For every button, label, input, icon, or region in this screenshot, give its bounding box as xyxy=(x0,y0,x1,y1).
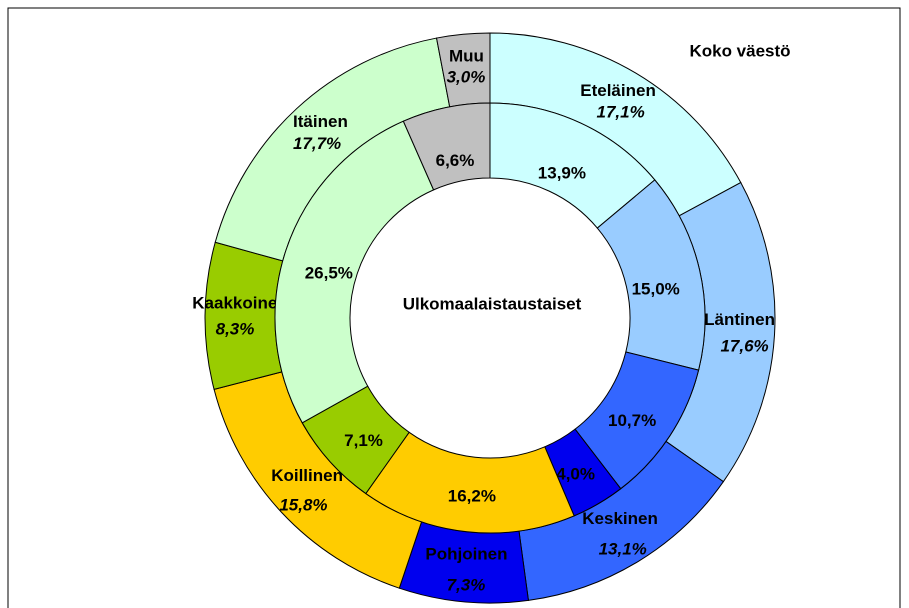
value-label: 26,5% xyxy=(305,263,353,282)
category-label: Keskinen xyxy=(582,509,658,528)
value-label: 7,3% xyxy=(447,575,486,594)
value-label: 7,1% xyxy=(344,431,383,450)
inner-series-title: Ulkomaalaistaustaiset xyxy=(403,294,582,313)
value-label: 8,3% xyxy=(216,319,255,338)
outer-series-title: Koko väestö xyxy=(689,41,790,60)
category-label: Eteläinen xyxy=(580,81,656,100)
category-label: Muu xyxy=(449,47,484,66)
value-label: 13,9% xyxy=(538,163,586,182)
value-label: 15,0% xyxy=(632,279,680,298)
value-label: 10,7% xyxy=(608,411,656,430)
category-label: Pohjoinen xyxy=(425,544,507,563)
value-label: 16,2% xyxy=(448,487,496,506)
value-label: 6,6% xyxy=(436,151,475,170)
value-label: 4,0% xyxy=(556,464,595,483)
category-label: Koillinen xyxy=(271,466,343,485)
value-label: 3,0% xyxy=(447,68,486,87)
value-label: 17,7% xyxy=(293,134,341,153)
category-label: Kaakkoinen xyxy=(192,294,287,313)
donut-segment xyxy=(204,241,284,390)
value-label: 17,6% xyxy=(720,336,768,355)
value-label: 15,8% xyxy=(279,495,327,514)
donut-segment xyxy=(402,102,491,191)
value-label: 17,1% xyxy=(597,102,645,121)
value-label: 13,1% xyxy=(599,539,647,558)
donut-segment xyxy=(274,120,435,424)
category-label: Itäinen xyxy=(293,112,348,131)
category-label: Läntinen xyxy=(704,310,775,329)
